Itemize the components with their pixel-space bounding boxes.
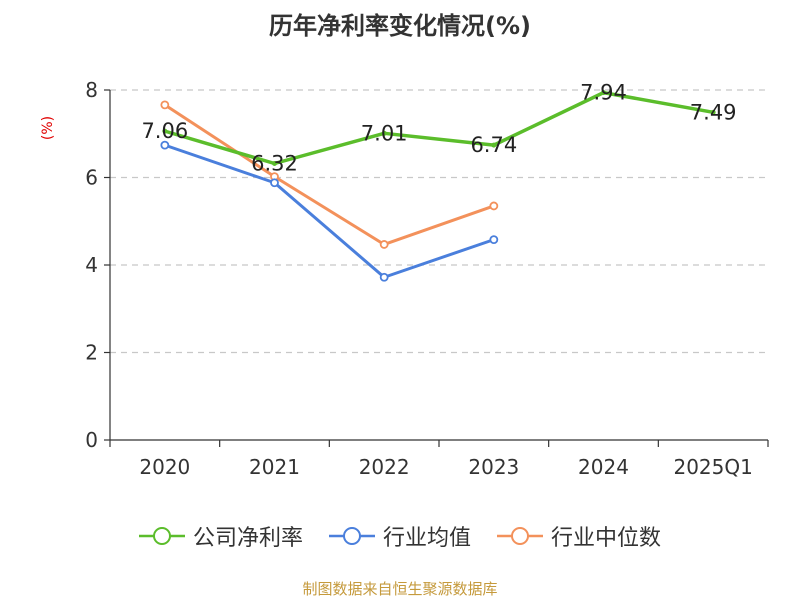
data-point: [272, 161, 277, 166]
x-tick-label: 2021: [249, 455, 300, 479]
data-point: [379, 272, 389, 282]
x-tick-label: 2020: [139, 455, 190, 479]
data-point: [710, 109, 716, 115]
y-tick-label: 6: [85, 166, 98, 190]
legend-swatch: [328, 527, 375, 545]
data-label: 7.01: [361, 121, 408, 145]
axes: 0 2 4 6 8 2020 2021 2022 2023 2024 2025Q1: [85, 78, 769, 479]
legend-item[interactable]: 公司净利率: [138, 520, 303, 552]
y-axis-label: (%): [40, 116, 56, 140]
series-line: [164, 90, 714, 166]
x-tick-label: 2024: [578, 455, 629, 479]
data-point: [489, 201, 499, 211]
legend-label: 行业均值: [382, 526, 471, 551]
legend-marker: [152, 527, 171, 545]
legend-label: 公司净利率: [192, 526, 303, 551]
x-tick-label: 2025Q1: [673, 455, 752, 479]
legend-marker: [342, 527, 361, 545]
legend-label: 行业中位数: [551, 526, 662, 551]
series: [160, 90, 716, 282]
x-tick-label: 2023: [468, 455, 519, 479]
series-line: [164, 103, 495, 246]
legend-swatch: [138, 527, 185, 545]
data-point: [160, 140, 170, 150]
data-label: 7.49: [690, 100, 737, 124]
data-point: [270, 178, 279, 188]
data-point: [489, 235, 499, 245]
data-label: 7.06: [141, 119, 188, 143]
legend-swatch: [497, 527, 543, 545]
source-note: 制图数据来自恒生聚源数据库: [302, 580, 498, 598]
chart-title: 历年净利率变化情况(%): [269, 12, 531, 40]
data-label: 6.32: [251, 152, 298, 176]
data-point: [162, 128, 168, 134]
y-tick-label: 8: [85, 78, 98, 102]
legend-item[interactable]: 行业均值: [328, 520, 471, 552]
data-label: 7.94: [580, 81, 627, 105]
data-point: [379, 240, 389, 249]
grid-lines: [110, 89, 768, 354]
data-point: [491, 142, 497, 148]
legend: 公司净利率 行业均值 行业中位数: [0, 518, 800, 554]
series-line: [164, 143, 495, 279]
data-label: 6.74: [470, 133, 517, 157]
data-point: [381, 130, 387, 136]
data-point: [601, 90, 606, 96]
legend-marker: [511, 527, 529, 545]
data-labels: 7.06 6.32 7.01 6.74 7.94 7.49: [141, 81, 736, 176]
y-tick-label: 4: [85, 253, 98, 277]
y-tick-label: 0: [85, 428, 98, 452]
x-tick-label: 2022: [359, 455, 410, 479]
legend-item[interactable]: 行业中位数: [497, 520, 661, 552]
data-point: [160, 100, 170, 110]
y-tick-label: 2: [85, 341, 98, 365]
